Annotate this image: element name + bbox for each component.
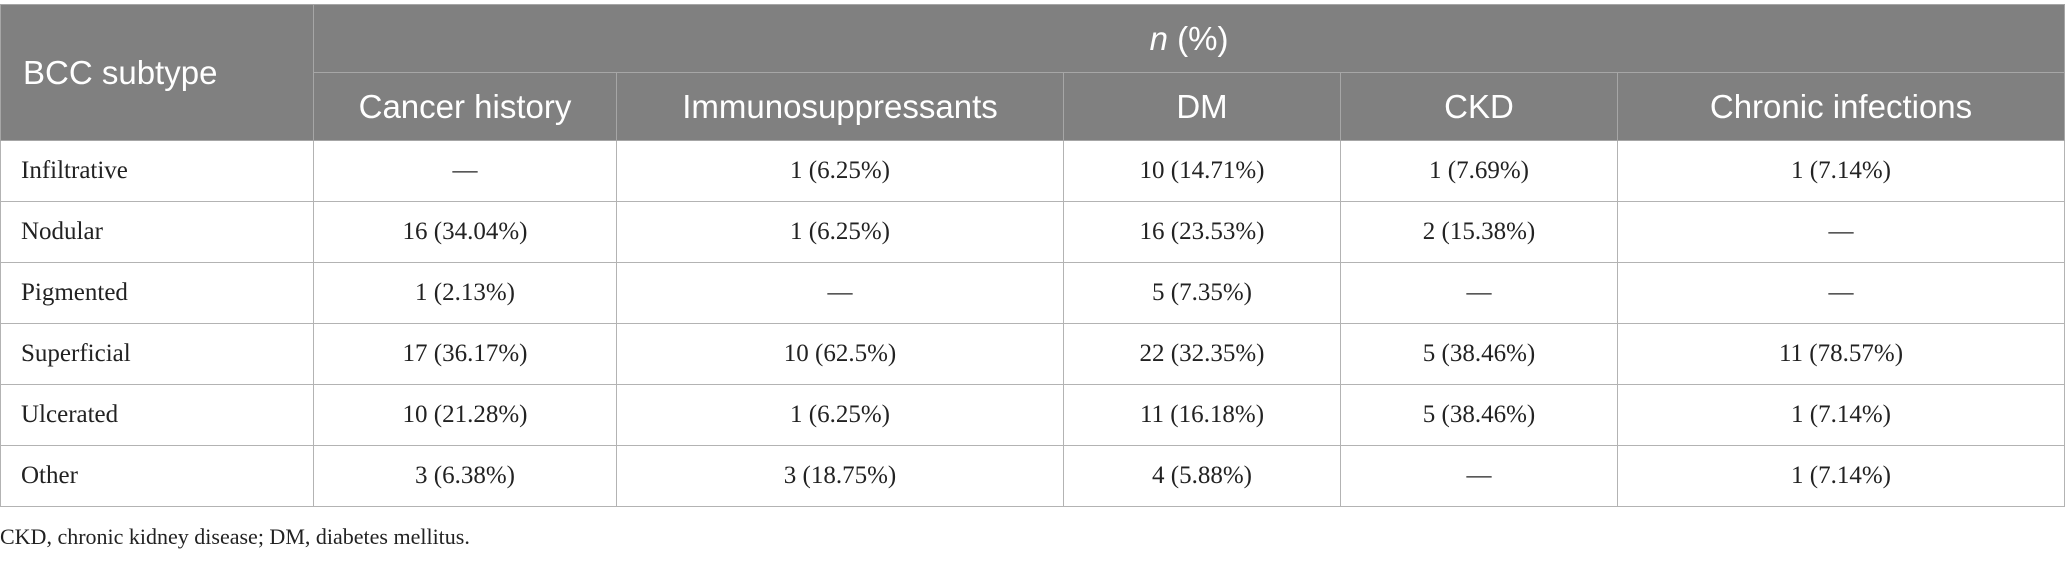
table-cell: 11 (16.18%)	[1063, 384, 1341, 446]
table-row: Other 3 (6.38%) 3 (18.75%) 4 (5.88%) — 1…	[0, 445, 2066, 507]
table-cell: 1 (2.13%)	[313, 262, 617, 324]
table-cell: 1 (7.69%)	[1340, 140, 1618, 202]
table-cell: 5 (7.35%)	[1063, 262, 1341, 324]
row-label: Pigmented	[0, 262, 314, 324]
table-cell: 3 (18.75%)	[616, 445, 1064, 507]
table-cell: 10 (62.5%)	[616, 323, 1064, 385]
table-cell: 1 (6.25%)	[616, 201, 1064, 263]
table-cell: 5 (38.46%)	[1340, 323, 1618, 385]
table-footnote: CKD, chronic kidney disease; DM, diabete…	[0, 524, 470, 549]
group-header-symbol: n	[1149, 19, 1168, 57]
row-label: Ulcerated	[0, 384, 314, 446]
table-row: Infiltrative — 1 (6.25%) 10 (14.71%) 1 (…	[0, 140, 2066, 202]
table-cell: 1 (6.25%)	[616, 140, 1064, 202]
table-row: Nodular 16 (34.04%) 1 (6.25%) 16 (23.53%…	[0, 201, 2066, 263]
column-header-ckd: CKD	[1340, 72, 1618, 141]
group-header-rest: (%)	[1167, 19, 1229, 57]
table-cell: 3 (6.38%)	[313, 445, 617, 507]
table-cell: 10 (21.28%)	[313, 384, 617, 446]
table-row: Superficial 17 (36.17%) 10 (62.5%) 22 (3…	[0, 323, 2066, 385]
row-label: Superficial	[0, 323, 314, 385]
table-cell: —	[313, 140, 617, 202]
column-header-dm: DM	[1063, 72, 1341, 141]
table-cell: 1 (7.14%)	[1616, 384, 2066, 446]
table-cell: 10 (14.71%)	[1063, 140, 1341, 202]
table-cell: 16 (34.04%)	[313, 201, 617, 263]
group-header: n (%)	[312, 4, 2066, 73]
table-cell: 5 (38.46%)	[1340, 384, 1618, 446]
table-cell: 1 (7.14%)	[1616, 140, 2066, 202]
column-header-chronic-infections: Chronic infections	[1616, 72, 2066, 141]
table-row: Pigmented 1 (2.13%) — 5 (7.35%) — —	[0, 262, 2066, 324]
table-row: Ulcerated 10 (21.28%) 1 (6.25%) 11 (16.1…	[0, 384, 2066, 446]
header-row-group: BCC subtype n (%)	[0, 4, 2066, 141]
column-header-immunosuppressants: Immunosuppressants	[616, 72, 1064, 141]
header-row-columns: Cancer history Immunosuppressants DM CKD…	[1, 72, 2066, 141]
row-label: Other	[0, 445, 314, 507]
table-cell: 4 (5.88%)	[1063, 445, 1341, 507]
column-header-cancer-history: Cancer history	[313, 72, 617, 141]
row-label: Infiltrative	[0, 140, 314, 202]
row-label: Nodular	[0, 201, 314, 263]
table-cell: —	[616, 262, 1064, 324]
stub-header: BCC subtype	[0, 4, 314, 141]
table-cell: 16 (23.53%)	[1063, 201, 1341, 263]
table-cell: —	[1616, 262, 2066, 324]
table-cell: 1 (7.14%)	[1616, 445, 2066, 507]
table-cell: 1 (6.25%)	[616, 384, 1064, 446]
table-cell: 2 (15.38%)	[1340, 201, 1618, 263]
table-cell: 17 (36.17%)	[313, 323, 617, 385]
data-table: BCC subtype n (%) Cancer history Immunos…	[0, 4, 2066, 507]
table-cell: 11 (78.57%)	[1616, 323, 2066, 385]
table-cell: —	[1340, 262, 1618, 324]
table-cell: 22 (32.35%)	[1063, 323, 1341, 385]
table-cell: —	[1616, 201, 2066, 263]
table-cell: —	[1340, 445, 1618, 507]
